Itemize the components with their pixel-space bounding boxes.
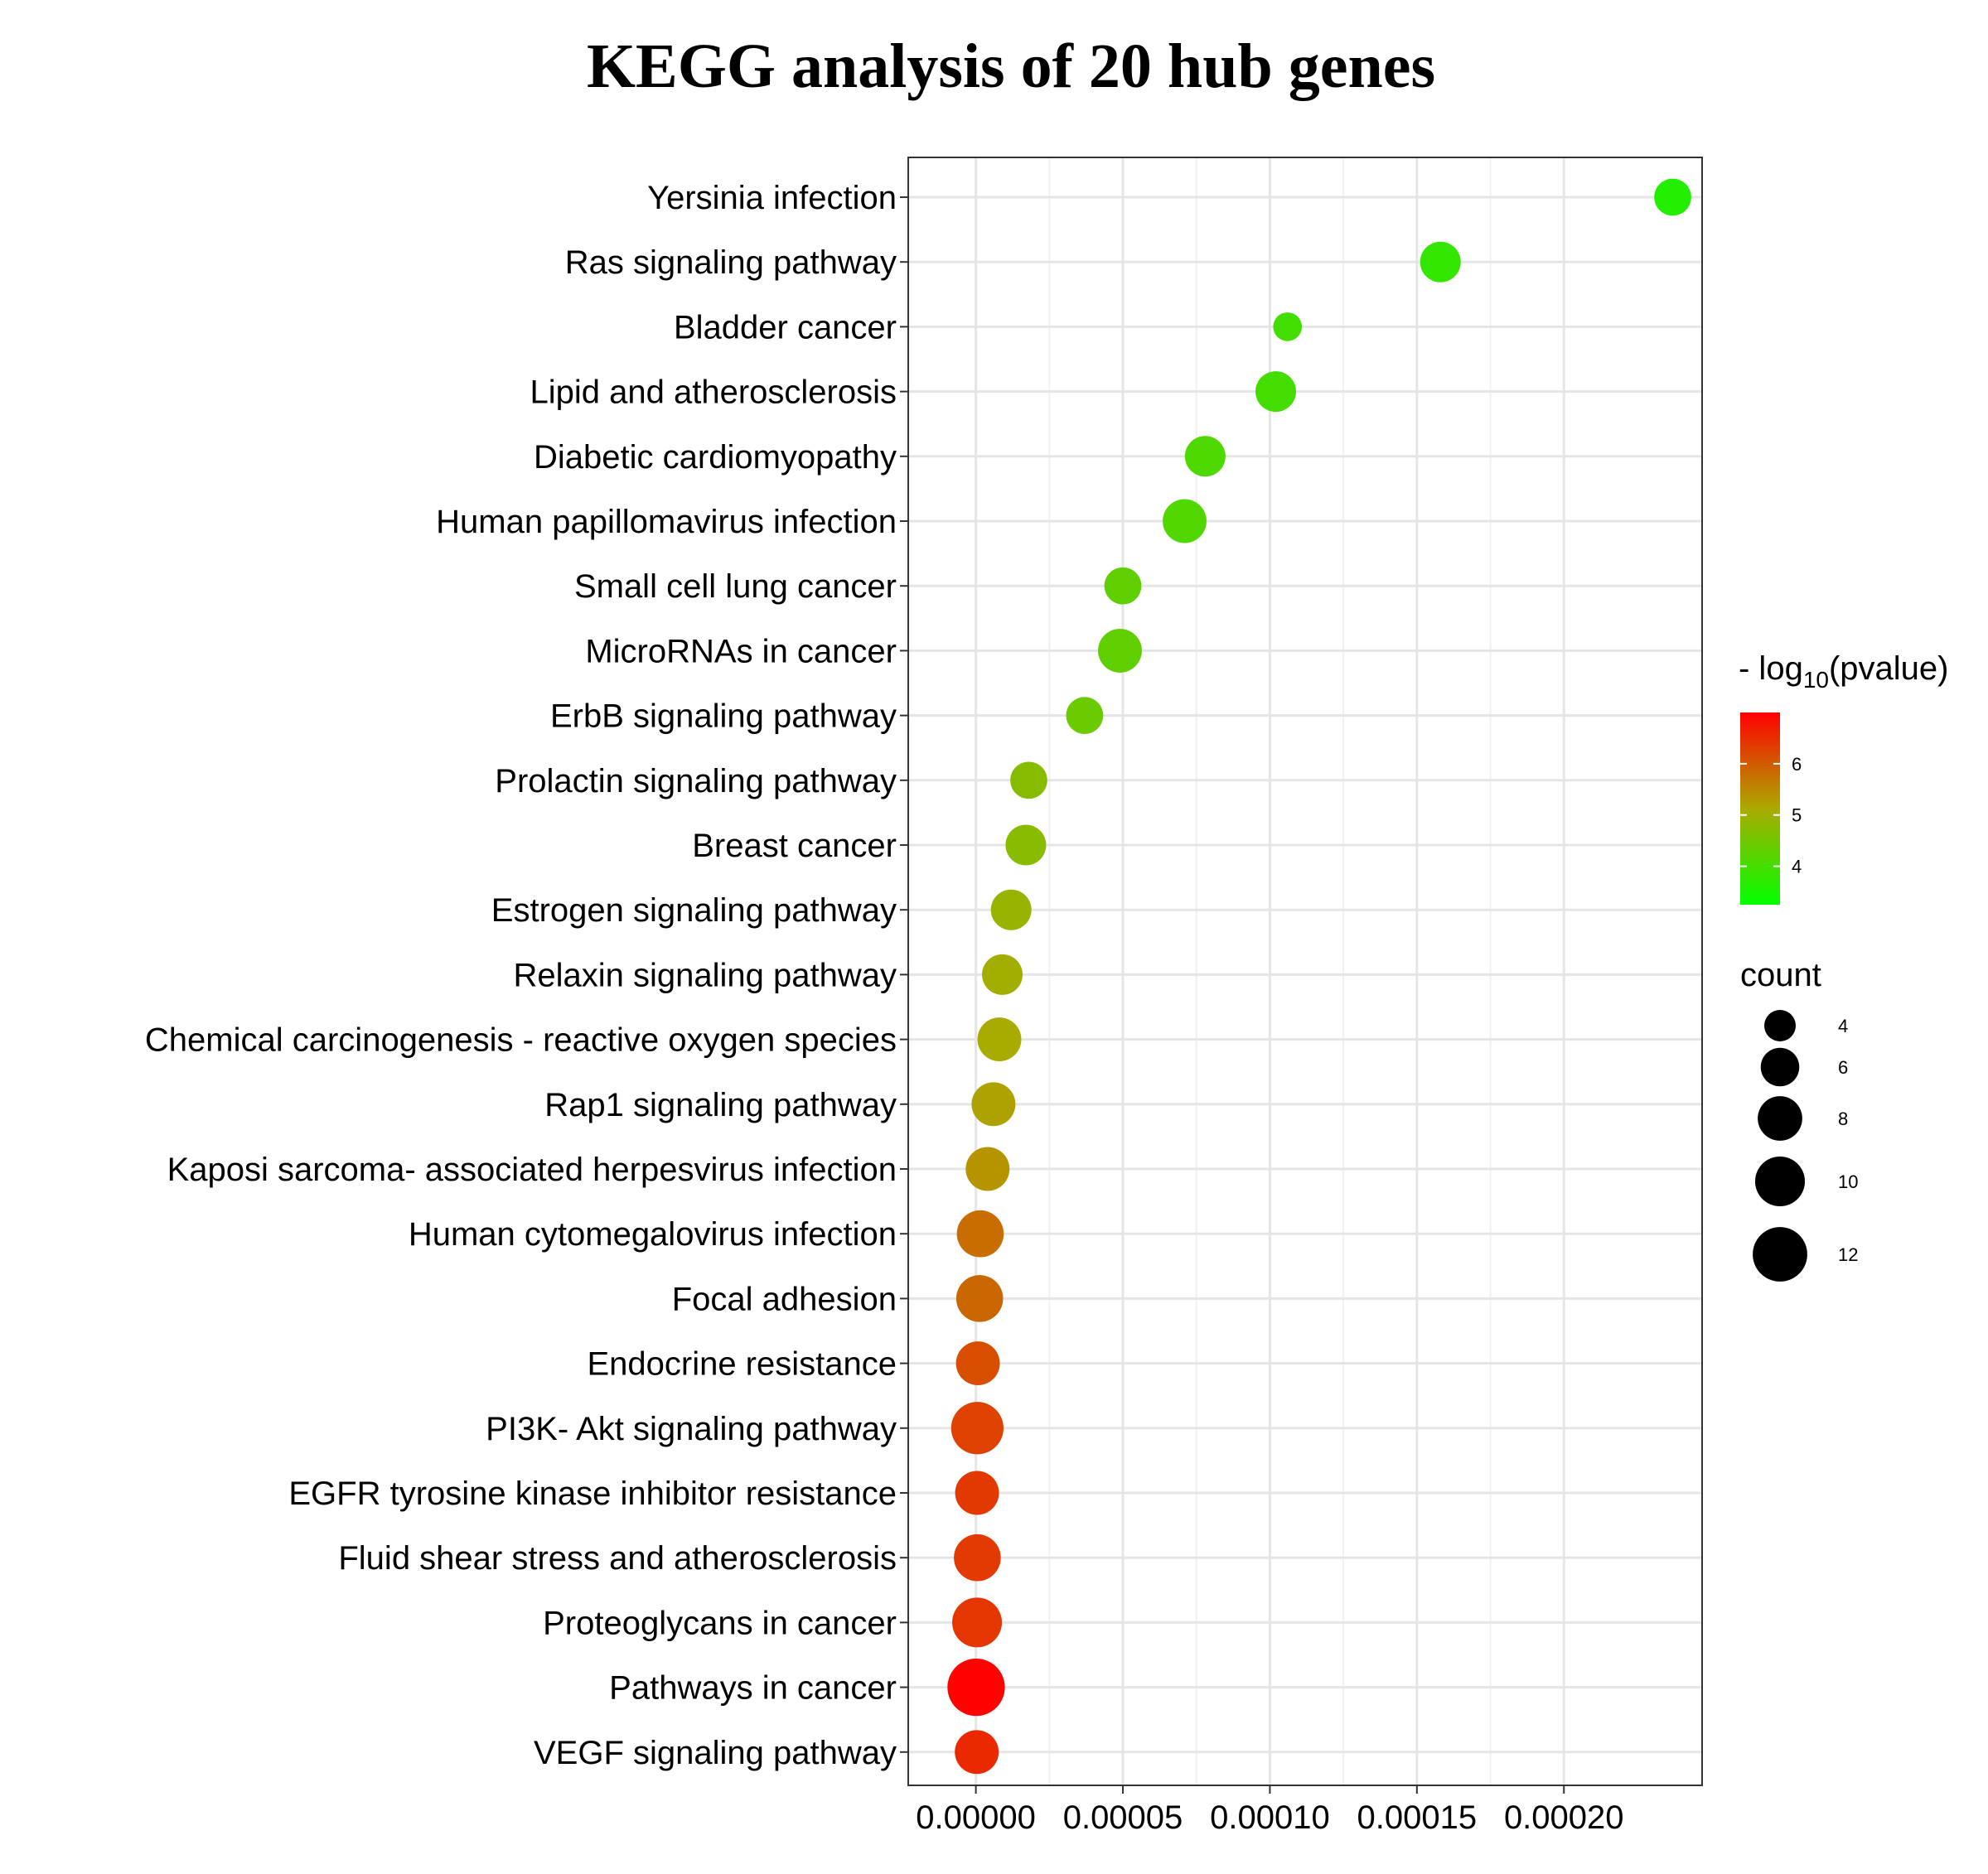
y-tick-label: Diabetic cardiomyopathy bbox=[534, 439, 897, 476]
y-tick-label: Ras signaling pathway bbox=[565, 244, 897, 281]
color-legend-title-suffix: (pvalue) bbox=[1829, 650, 1949, 687]
x-tick-label: 0.00020 bbox=[1504, 1799, 1624, 1836]
data-point bbox=[950, 1402, 1004, 1455]
y-tick-label: Rap1 signaling pathway bbox=[544, 1087, 897, 1123]
y-tick-label: Estrogen signaling pathway bbox=[491, 892, 897, 929]
y-tick-label: ErbB signaling pathway bbox=[550, 698, 897, 735]
y-tick-label: Prolactin signaling pathway bbox=[495, 763, 897, 799]
data-point bbox=[955, 1275, 1004, 1322]
x-tick-label: 0.00015 bbox=[1357, 1799, 1478, 1836]
data-point bbox=[1163, 499, 1207, 543]
plot-panel bbox=[908, 157, 1702, 1785]
color-legend-bar bbox=[1740, 712, 1780, 905]
data-point bbox=[1010, 761, 1047, 799]
data-point bbox=[1420, 241, 1461, 283]
data-point bbox=[955, 1471, 999, 1515]
y-tick-label: Small cell lung cancer bbox=[574, 568, 897, 605]
y-tick-label: Focal adhesion bbox=[672, 1281, 897, 1317]
chart-title: KEGG analysis of 20 hub genes bbox=[587, 31, 1435, 101]
data-point bbox=[1273, 312, 1303, 341]
x-tick-label: 0.00005 bbox=[1063, 1799, 1183, 1836]
data-point bbox=[965, 1147, 1010, 1191]
y-tick-label: Relaxin signaling pathway bbox=[514, 957, 897, 993]
color-legend-tick-label: 6 bbox=[1792, 754, 1802, 775]
color-legend-title: - log10(pvalue) bbox=[1739, 650, 1948, 693]
data-point bbox=[971, 1082, 1016, 1127]
y-tick-label: EGFR tyrosine kinase inhibitor resistanc… bbox=[288, 1476, 897, 1512]
data-point bbox=[956, 1210, 1004, 1258]
grid-lines bbox=[908, 157, 1702, 1785]
size-legend-dot bbox=[1760, 1047, 1800, 1087]
size-legend-dot bbox=[1758, 1096, 1802, 1141]
x-tick-label: 0.00010 bbox=[1210, 1799, 1330, 1836]
y-axis-labels: Yersinia infection Ras signaling pathway B… bbox=[145, 180, 908, 1771]
data-point bbox=[955, 1341, 1000, 1386]
data-point bbox=[1066, 697, 1104, 734]
data-point bbox=[982, 954, 1023, 995]
y-tick-label: Proteoglycans in cancer bbox=[543, 1605, 897, 1641]
size-legend-label: 4 bbox=[1838, 1016, 1848, 1036]
data-point bbox=[954, 1533, 1001, 1582]
y-tick-label: PI3K- Akt signaling pathway bbox=[486, 1411, 897, 1447]
data-point bbox=[1255, 371, 1297, 413]
size-legend-label: 12 bbox=[1838, 1244, 1858, 1265]
y-tick-label: Yersinia infection bbox=[647, 180, 897, 216]
plot-border bbox=[907, 157, 1703, 1786]
size-legend-label: 6 bbox=[1838, 1057, 1848, 1078]
x-axis-ticks: 0.00000 0.00005 0.00010 0.00015 0.00020 bbox=[916, 1785, 1624, 1836]
y-tick-label: Kaposi sarcoma- associated herpesvirus i… bbox=[167, 1152, 897, 1188]
size-legend-label: 8 bbox=[1838, 1108, 1848, 1129]
size-legend-label: 10 bbox=[1838, 1171, 1858, 1192]
y-tick-label: Lipid and atherosclerosis bbox=[530, 374, 897, 411]
size-legend-title: count bbox=[1740, 957, 1821, 993]
data-point bbox=[977, 1017, 1022, 1062]
data-point bbox=[1005, 824, 1047, 866]
y-tick-label: Pathways in cancer bbox=[609, 1670, 897, 1707]
y-tick-label: Fluid shear stress and atherosclerosis bbox=[338, 1540, 897, 1577]
color-legend-tick-label: 5 bbox=[1792, 805, 1802, 826]
x-tick-label: 0.00000 bbox=[916, 1799, 1036, 1836]
y-tick-label: Endocrine resistance bbox=[587, 1346, 897, 1383]
y-tick-label: Human papillomavirus infection bbox=[436, 504, 897, 540]
y-tick-label: Human cytomegalovirus infection bbox=[409, 1216, 897, 1253]
data-point bbox=[1104, 567, 1142, 605]
data-point bbox=[990, 889, 1032, 930]
y-tick-label: MicroRNAs in cancer bbox=[585, 633, 897, 669]
y-tick-label: Breast cancer bbox=[692, 828, 897, 864]
data-point bbox=[1184, 436, 1226, 477]
data-point bbox=[947, 1658, 1005, 1717]
y-tick-label: Bladder cancer bbox=[674, 309, 897, 345]
size-legend: count 4 6 8 10 12 bbox=[1740, 957, 1858, 1282]
y-tick-label: Chemical carcinogenesis - reactive oxyge… bbox=[145, 1022, 897, 1059]
color-legend-ticks: 4 5 6 bbox=[1740, 754, 1802, 877]
data-point bbox=[1654, 178, 1691, 216]
color-legend-title-subscript: 10 bbox=[1803, 667, 1829, 693]
size-legend-dot bbox=[1764, 1010, 1796, 1041]
color-legend-tick-label: 4 bbox=[1792, 857, 1802, 877]
data-point bbox=[952, 1597, 1003, 1648]
data-points bbox=[947, 178, 1691, 1775]
y-tick-label: VEGF signaling pathway bbox=[534, 1735, 897, 1771]
color-legend-title-prefix: - log bbox=[1739, 650, 1803, 687]
size-legend-entries: 4 6 8 10 12 bbox=[1753, 1010, 1858, 1282]
color-legend: - log10(pvalue) 4 5 6 bbox=[1739, 650, 1948, 905]
size-legend-dot bbox=[1753, 1227, 1807, 1282]
data-point bbox=[1098, 628, 1142, 673]
data-point bbox=[955, 1730, 999, 1775]
size-legend-dot bbox=[1754, 1156, 1806, 1207]
